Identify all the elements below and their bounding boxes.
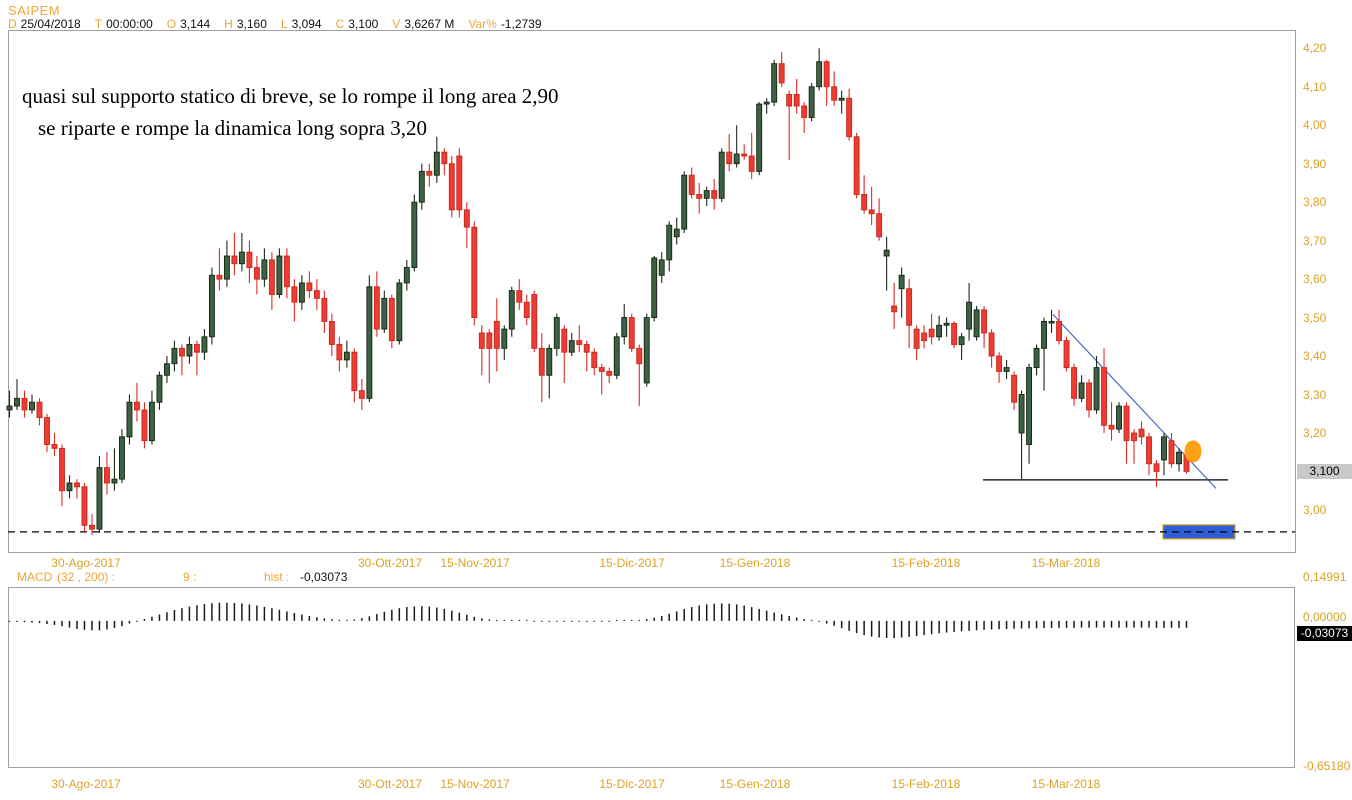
last-price-tag: 3,100 [1297,463,1352,479]
header-value: 3,160 [236,17,267,31]
header-value: 3,144 [180,17,211,31]
price-axis-label: 3,90 [1303,156,1327,171]
price-axis-label: 3,40 [1303,349,1327,364]
macd-params: (32 , 200) : [57,570,116,584]
date-axis-label: 15-Nov-2017 [440,556,510,570]
header-key: V [392,17,401,31]
price-axis-label: 3,80 [1303,195,1327,210]
price-axis-label: 3,70 [1303,233,1327,248]
date-axis-label: 30-Ago-2017 [51,556,121,570]
header-key: L [280,17,288,31]
header-value: -1,2739 [500,17,542,31]
date-axis-label: 15-Gen-2018 [719,556,791,570]
annotation-line-2: se riparte e rompe la dinamica long sopr… [38,116,427,140]
price-axis-label: 3,20 [1303,425,1327,440]
header-key: Var% [468,17,497,31]
date-axis-label: 15-Feb-2018 [891,556,961,570]
date-axis-label: 15-Mar-2018 [1031,556,1101,570]
macd-signal: 9 : [183,570,197,584]
date-axis-label: 15-Mar-2018 [1031,777,1101,791]
date-axis-label: 30-Ott-2017 [357,777,423,791]
macd-pane[interactable] [8,587,1295,768]
date-axis-label: 15-Gen-2018 [719,777,791,791]
price-axis-label: 3,00 [1303,502,1327,517]
price-axis-label: 4,00 [1303,118,1327,133]
date-axis-label: 15-Nov-2017 [440,777,510,791]
macd-value-tag: -0,03073 [1297,625,1352,641]
header-value: 3,094 [291,17,322,31]
header-key: T [94,17,103,31]
header-value: 3,6267 M [404,17,455,31]
date-axis-label: 30-Ago-2017 [51,777,121,791]
header-key: H [224,17,233,31]
date-axis-label: 15-Dic-2017 [599,777,665,791]
header-key: O [166,17,177,31]
date-axis-label: 15-Dic-2017 [599,556,665,570]
header-value: 00:00:00 [106,17,153,31]
annotation-line-1: quasi sul supporto statico di breve, se … [22,84,559,108]
price-axis-label: 4,10 [1303,79,1327,94]
date-axis-label: 30-Ott-2017 [357,556,423,570]
macd-axis-bottom: -0,65180 [1303,759,1351,773]
price-axis-label: 3,30 [1303,387,1327,402]
macd-hist-value: -0,03073 [300,570,348,584]
header-value: 25/04/2018 [20,17,81,31]
date-axis-label: 15-Feb-2018 [891,777,961,791]
macd-hist-label: hist : [264,570,290,584]
macd-axis-zero: 0,00000 [1303,610,1347,624]
header-value: 3,100 [348,17,379,31]
macd-axis-top: 0,14991 [1303,570,1347,584]
symbol-title: SAIPEM [8,3,61,18]
header-key: D [8,17,17,31]
header-key: C [335,17,345,31]
price-axis-label: 3,60 [1303,272,1327,287]
price-axis-label: 4,20 [1303,41,1327,56]
price-axis-label: 3,50 [1303,310,1327,325]
macd-indicator-label: MACD [17,570,52,584]
ohlc-header-row: D 25/04/2018 T 00:00:00 O 3,144 H 3,160 L 3,094 C 3… [8,17,542,31]
macd-label: MACD [17,570,53,584]
